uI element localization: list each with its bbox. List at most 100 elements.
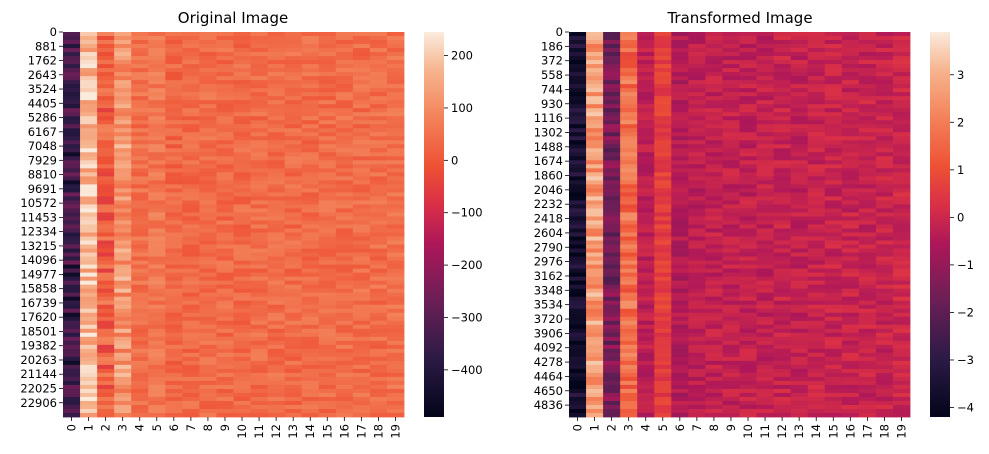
heatmap-cell bbox=[148, 192, 166, 197]
heatmap-cell bbox=[97, 104, 115, 109]
colorbar bbox=[424, 32, 444, 417]
heatmap-cell bbox=[352, 412, 371, 418]
heatmap-cell bbox=[841, 296, 860, 302]
heatmap-cell bbox=[773, 256, 792, 261]
heatmap-cell bbox=[63, 412, 81, 418]
heatmap-cell bbox=[114, 64, 132, 69]
heatmap-cell bbox=[114, 172, 132, 177]
heatmap-cell bbox=[216, 312, 234, 318]
heatmap-cell bbox=[603, 64, 621, 69]
heatmap-cell bbox=[284, 40, 303, 45]
heatmap-cell bbox=[284, 236, 303, 241]
heatmap-cell bbox=[790, 208, 809, 213]
heatmap-cell bbox=[386, 360, 405, 366]
heatmap-cell bbox=[233, 356, 251, 362]
heatmap-cell bbox=[620, 156, 638, 161]
heatmap-cell bbox=[301, 48, 320, 53]
heatmap-cell bbox=[114, 52, 132, 57]
heatmap-cell bbox=[586, 160, 604, 165]
heatmap-cell bbox=[148, 256, 166, 261]
heatmap-cell bbox=[790, 72, 809, 77]
heatmap-cell bbox=[773, 156, 792, 161]
heatmap-cell bbox=[654, 160, 672, 165]
heatmap-cell bbox=[352, 256, 371, 261]
heatmap-cell bbox=[603, 312, 621, 318]
heatmap-cell bbox=[688, 220, 706, 225]
heatmap-cell bbox=[80, 308, 98, 314]
heatmap-cell bbox=[386, 148, 405, 153]
heatmap-cell bbox=[824, 56, 843, 61]
heatmap-cell bbox=[352, 200, 371, 205]
heatmap-cell bbox=[620, 388, 638, 394]
heatmap-cell bbox=[301, 144, 320, 149]
heatmap-cell bbox=[722, 324, 740, 330]
heatmap-cell bbox=[841, 216, 860, 221]
heatmap-cell bbox=[182, 404, 200, 410]
heatmap-cell bbox=[790, 256, 809, 261]
heatmap-cell bbox=[756, 160, 774, 165]
heatmap-cell bbox=[386, 324, 405, 330]
heatmap-cell bbox=[875, 144, 894, 149]
heatmap-cell bbox=[114, 284, 132, 290]
heatmap-cell bbox=[637, 72, 655, 77]
heatmap-cell bbox=[654, 220, 672, 225]
heatmap-cell bbox=[688, 144, 706, 149]
heatmap-cell bbox=[722, 364, 740, 370]
heatmap-cell bbox=[80, 408, 98, 414]
heatmap-cell bbox=[80, 372, 98, 378]
heatmap-cell bbox=[63, 336, 81, 342]
heatmap-cell bbox=[284, 72, 303, 77]
heatmap-cell bbox=[284, 128, 303, 133]
heatmap-cell bbox=[250, 200, 268, 205]
heatmap-cell bbox=[369, 368, 388, 374]
heatmap-cell bbox=[97, 196, 115, 201]
heatmap-cell bbox=[688, 364, 706, 370]
heatmap-cell bbox=[688, 112, 706, 117]
heatmap-cell bbox=[892, 316, 911, 322]
heatmap-cell bbox=[773, 292, 792, 298]
heatmap-cell bbox=[790, 388, 809, 394]
heatmap-cell bbox=[131, 344, 149, 350]
heatmap-cell bbox=[739, 368, 757, 374]
x-tick-label: 5 bbox=[150, 424, 164, 431]
heatmap-cell bbox=[892, 244, 911, 249]
heatmap-cell bbox=[216, 392, 234, 398]
heatmap-cell bbox=[892, 164, 911, 169]
heatmap-cell bbox=[756, 36, 774, 41]
heatmap-cell bbox=[335, 412, 354, 418]
heatmap-cell bbox=[688, 124, 706, 129]
heatmap-cell bbox=[756, 384, 774, 390]
heatmap-cell bbox=[233, 272, 251, 278]
heatmap-cell bbox=[318, 80, 337, 85]
heatmap-cell bbox=[654, 76, 672, 81]
heatmap-cell bbox=[739, 156, 757, 161]
heatmap-cell bbox=[182, 192, 200, 197]
heatmap-cell bbox=[671, 52, 689, 57]
heatmap-cell bbox=[705, 396, 723, 402]
heatmap-cell bbox=[722, 168, 740, 173]
heatmap-cell bbox=[569, 260, 587, 265]
heatmap-cell bbox=[637, 400, 655, 406]
heatmap-cell bbox=[722, 336, 740, 342]
heatmap-cell bbox=[114, 404, 132, 410]
heatmap-cell bbox=[875, 388, 894, 394]
heatmap-cell bbox=[148, 400, 166, 406]
heatmap-cell bbox=[216, 192, 234, 197]
heatmap-cell bbox=[824, 308, 843, 314]
heatmap-cell bbox=[318, 160, 337, 165]
heatmap-cell bbox=[773, 372, 792, 378]
heatmap-cell bbox=[97, 100, 115, 105]
heatmap-cell bbox=[858, 380, 877, 386]
heatmap-cell bbox=[790, 176, 809, 181]
heatmap-cell bbox=[790, 200, 809, 205]
heatmap-cell bbox=[148, 376, 166, 382]
heatmap-cell bbox=[807, 396, 826, 402]
heatmap-cell bbox=[671, 96, 689, 101]
heatmap-cell bbox=[858, 64, 877, 69]
heatmap-cell bbox=[637, 184, 655, 189]
heatmap-cell bbox=[739, 144, 757, 149]
heatmap-cell bbox=[114, 324, 132, 330]
heatmap-cell bbox=[114, 92, 132, 97]
heatmap-cell bbox=[318, 400, 337, 406]
heatmap-cell bbox=[756, 52, 774, 57]
